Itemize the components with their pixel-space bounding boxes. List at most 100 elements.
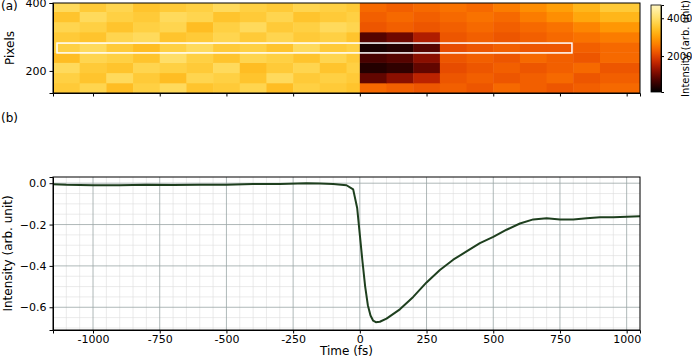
tick-label: 200: [26, 65, 47, 78]
heatmap-cell: [413, 22, 440, 33]
heatmap-cell: [573, 22, 600, 33]
tick-mark: [50, 3, 54, 4]
heatmap-cell: [80, 52, 107, 63]
heatmap-cell: [266, 73, 293, 84]
heatmap-cell: [467, 3, 494, 12]
heatmap-cell: [80, 73, 107, 84]
heatmap-cell: [160, 32, 187, 43]
heatmap-cell: [320, 62, 347, 73]
heatmap-cell: [573, 62, 600, 73]
tick: [627, 93, 628, 97]
grid-line-minor: [53, 276, 640, 277]
heatmap-cell: [387, 32, 414, 43]
tick-label: −0.4: [20, 260, 47, 273]
heatmap-cell: [467, 11, 494, 22]
heatmap-cell: [160, 62, 187, 73]
heatmap-cell: [547, 11, 574, 22]
grid-line-minor: [53, 193, 640, 194]
heatmap-cell: [600, 83, 640, 93]
heatmap-cell: [266, 32, 293, 43]
grid-minor: [53, 177, 640, 330]
heatmap-cell: [440, 22, 467, 33]
heatmap-cell: [387, 11, 414, 22]
heatmap-cell: [213, 11, 240, 22]
tick-label: −0.2: [20, 219, 47, 232]
tick: [226, 93, 227, 97]
heatmap-cell: [547, 32, 574, 43]
heatmap-cell: [186, 22, 213, 33]
heatmap-cell: [360, 22, 387, 33]
heatmap-cell: [106, 3, 133, 12]
heatmap-cell: [520, 11, 547, 22]
heatmap-cell: [186, 32, 213, 43]
y-axis: 200 400: [26, 0, 54, 94]
heatmap-cell: [106, 62, 133, 73]
heatmap-cell: [467, 32, 494, 43]
heatmap-cell: [347, 32, 361, 43]
tick-mark: [360, 93, 361, 97]
heatmap-cell: [133, 83, 160, 93]
heatmap-cell: [347, 22, 361, 33]
panel-label: (a): [1, 0, 18, 13]
tick: 200: [26, 65, 54, 78]
heatmap-cell: [240, 52, 267, 63]
heatmap-cell: [413, 73, 440, 84]
heatmap-cell: [520, 62, 547, 73]
heatmap-cell: [547, 3, 574, 12]
heatmap-cell: [266, 83, 293, 93]
axis-line: [54, 94, 641, 97]
tick-label: -500: [214, 333, 239, 346]
plot-frame: [53, 3, 640, 93]
grid-line-minor: [53, 245, 640, 246]
heatmap-cell: [186, 73, 213, 84]
heatmap-cell: [600, 52, 640, 63]
heatmap-cell: [240, 3, 267, 12]
tick-label: -1000: [78, 333, 110, 346]
heatmap-cell: [573, 83, 600, 93]
heatmap-cell: [360, 32, 387, 43]
grid-line-minor: [53, 203, 640, 204]
heatmap-cell: [547, 62, 574, 73]
heatmap-cell: [106, 32, 133, 43]
tick-mark: [50, 307, 54, 308]
heatmap-cells: [53, 3, 640, 93]
heatmap-cell: [80, 3, 107, 12]
heatmap-cell: [186, 3, 213, 12]
heatmap-cell: [133, 22, 160, 33]
heatmap-cell: [293, 52, 320, 63]
heatmap-cell: [133, 11, 160, 22]
heatmap-cell: [266, 11, 293, 22]
heatmap-cell: [293, 73, 320, 84]
heatmap-cell: [600, 73, 640, 84]
grid-line: [53, 307, 640, 308]
heatmap-cell: [387, 3, 414, 12]
tick-label: 250: [417, 333, 438, 346]
tick-label: 400: [26, 0, 47, 10]
heatmap-cell: [467, 83, 494, 93]
tick: [360, 93, 361, 97]
heatmap-cell: [53, 32, 80, 43]
heatmap-cell: [160, 52, 187, 63]
tick-label: −0.6: [20, 301, 47, 314]
heatmap-cell: [413, 52, 440, 63]
heatmap-cell: [213, 83, 240, 93]
plot-frame: [53, 177, 640, 330]
tick: 1000: [613, 330, 641, 346]
heatmap-cell: [600, 32, 640, 43]
heatmap-cell: [360, 62, 387, 73]
heatmap-cell: [80, 83, 107, 93]
heatmap-cell: [320, 11, 347, 22]
tick-mark: [661, 56, 664, 57]
heatmap-cell: [133, 32, 160, 43]
heatmap-cell: [573, 11, 600, 22]
heatmap-cell: [360, 73, 387, 84]
heatmap-cell: [413, 83, 440, 93]
heatmap-cell: [53, 62, 80, 73]
heatmap-cell: [213, 52, 240, 63]
heatmap-cell: [547, 22, 574, 33]
heatmap-cell: [493, 52, 520, 63]
heatmap-cell: [133, 73, 160, 84]
heatmap-cell: [80, 22, 107, 33]
heatmap-cell: [240, 32, 267, 43]
heatmap-cell: [347, 62, 361, 73]
